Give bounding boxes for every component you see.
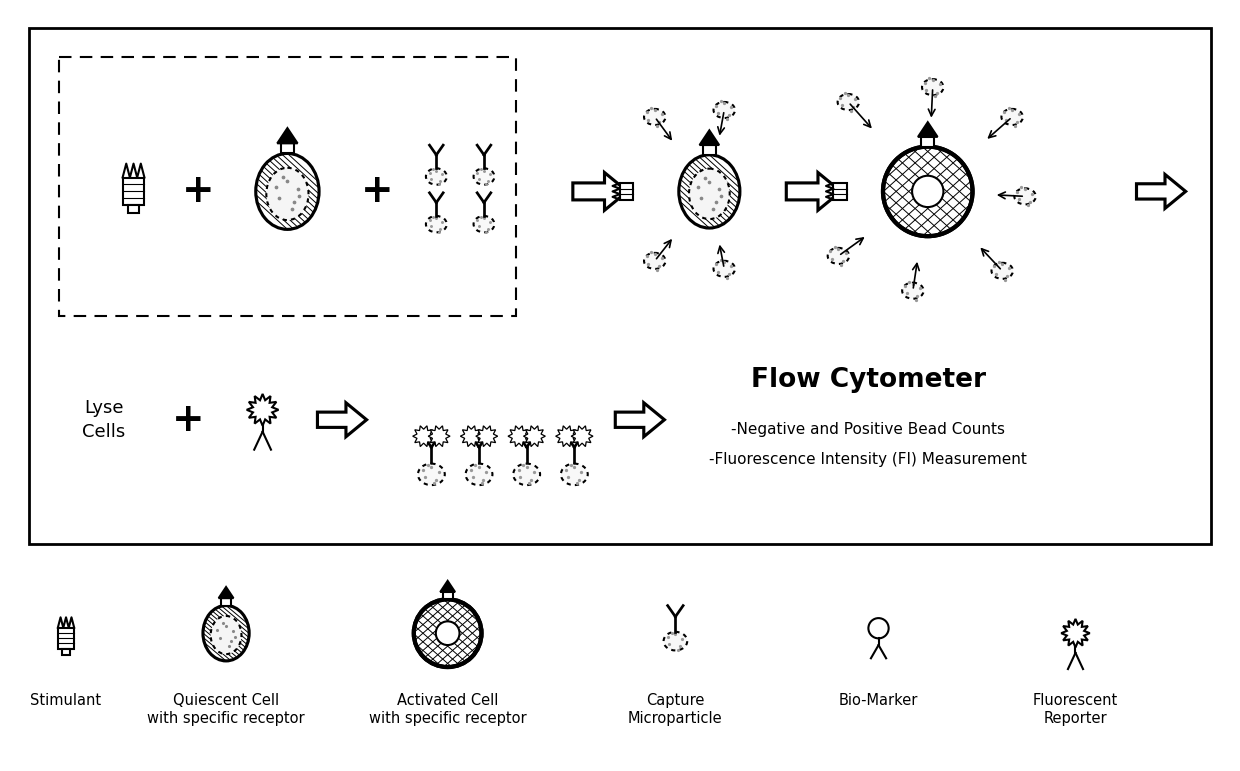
Polygon shape: [440, 581, 455, 592]
Ellipse shape: [713, 261, 735, 277]
Circle shape: [913, 176, 944, 207]
Ellipse shape: [211, 616, 242, 654]
Text: +: +: [182, 173, 215, 210]
Polygon shape: [476, 426, 497, 446]
Polygon shape: [699, 130, 719, 145]
Ellipse shape: [903, 283, 924, 298]
Ellipse shape: [474, 168, 495, 185]
Ellipse shape: [689, 169, 729, 219]
Bar: [280, 143, 294, 153]
Ellipse shape: [838, 94, 859, 110]
Ellipse shape: [1014, 188, 1035, 204]
Text: -Fluorescence Intensity (FI) Measurement: -Fluorescence Intensity (FI) Measurement: [709, 452, 1027, 467]
Text: +: +: [172, 401, 205, 439]
Ellipse shape: [678, 155, 740, 228]
Polygon shape: [317, 402, 367, 436]
Ellipse shape: [1002, 109, 1023, 125]
Ellipse shape: [560, 463, 588, 485]
Text: Bio-Marker: Bio-Marker: [838, 693, 918, 708]
Circle shape: [883, 146, 972, 236]
Bar: [128, 205, 139, 214]
Bar: [123, 177, 144, 205]
Polygon shape: [218, 587, 233, 598]
Bar: [833, 183, 847, 200]
Bar: [921, 137, 934, 146]
Bar: [703, 145, 715, 155]
Ellipse shape: [267, 168, 309, 220]
Polygon shape: [556, 426, 578, 446]
Ellipse shape: [992, 263, 1013, 279]
Bar: [221, 598, 231, 605]
Ellipse shape: [425, 216, 446, 232]
Bar: [620, 183, 634, 200]
Ellipse shape: [827, 248, 849, 264]
Ellipse shape: [466, 463, 492, 485]
Text: -Negative and Positive Bead Counts: -Negative and Positive Bead Counts: [732, 423, 1006, 437]
Bar: [443, 592, 453, 599]
Ellipse shape: [644, 109, 666, 125]
Ellipse shape: [663, 632, 687, 651]
Polygon shape: [615, 402, 665, 436]
Polygon shape: [786, 173, 841, 210]
Ellipse shape: [923, 79, 944, 95]
Text: Stimulant: Stimulant: [31, 693, 102, 708]
Polygon shape: [428, 426, 450, 446]
Bar: [60, 57, 516, 315]
Ellipse shape: [255, 153, 319, 230]
Circle shape: [414, 599, 481, 667]
Text: Lyse
Cells: Lyse Cells: [82, 399, 125, 440]
Polygon shape: [572, 426, 593, 446]
Polygon shape: [918, 123, 937, 137]
Polygon shape: [573, 173, 627, 210]
Polygon shape: [523, 426, 546, 446]
Ellipse shape: [513, 463, 541, 485]
Text: +: +: [361, 173, 393, 210]
Bar: [62, 648, 71, 655]
Polygon shape: [508, 426, 529, 446]
Polygon shape: [1137, 174, 1185, 208]
Ellipse shape: [644, 253, 666, 269]
Text: Fluorescent
Reporter: Fluorescent Reporter: [1033, 693, 1118, 726]
Ellipse shape: [713, 102, 735, 118]
Bar: [30, 28, 1210, 544]
Bar: [58, 628, 74, 648]
Text: Flow Cytometer: Flow Cytometer: [750, 367, 986, 393]
Ellipse shape: [425, 168, 446, 185]
Text: Activated Cell
with specific receptor: Activated Cell with specific receptor: [368, 693, 527, 726]
Circle shape: [435, 621, 460, 645]
Text: Quiescent Cell
with specific receptor: Quiescent Cell with specific receptor: [148, 693, 305, 726]
Ellipse shape: [203, 605, 249, 661]
Polygon shape: [278, 128, 298, 143]
Ellipse shape: [474, 216, 495, 232]
Polygon shape: [460, 426, 482, 446]
Ellipse shape: [418, 463, 445, 485]
Text: Capture
Microparticle: Capture Microparticle: [629, 693, 723, 726]
Polygon shape: [413, 426, 434, 446]
